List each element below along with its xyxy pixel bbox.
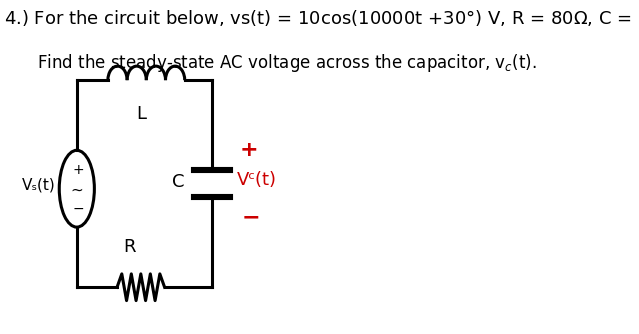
Text: +: + (73, 163, 84, 177)
Text: Find the steady-state AC voltage across the capacitor, v$_c$(t).: Find the steady-state AC voltage across … (36, 52, 536, 74)
Text: L: L (136, 105, 146, 123)
Text: Vᶜ(t): Vᶜ(t) (237, 171, 277, 189)
Text: −: − (242, 207, 260, 227)
Text: −: − (73, 202, 84, 216)
Text: 4.) For the circuit below, vs(t) = 10cos(10000t +30$\degree$) V, R = 80$\Omega$,: 4.) For the circuit below, vs(t) = 10cos… (4, 8, 639, 30)
Text: ~: ~ (70, 183, 83, 198)
Text: R: R (123, 237, 136, 256)
Text: +: + (240, 140, 258, 160)
Text: C: C (173, 173, 185, 191)
Text: Vₛ(t): Vₛ(t) (22, 178, 56, 193)
